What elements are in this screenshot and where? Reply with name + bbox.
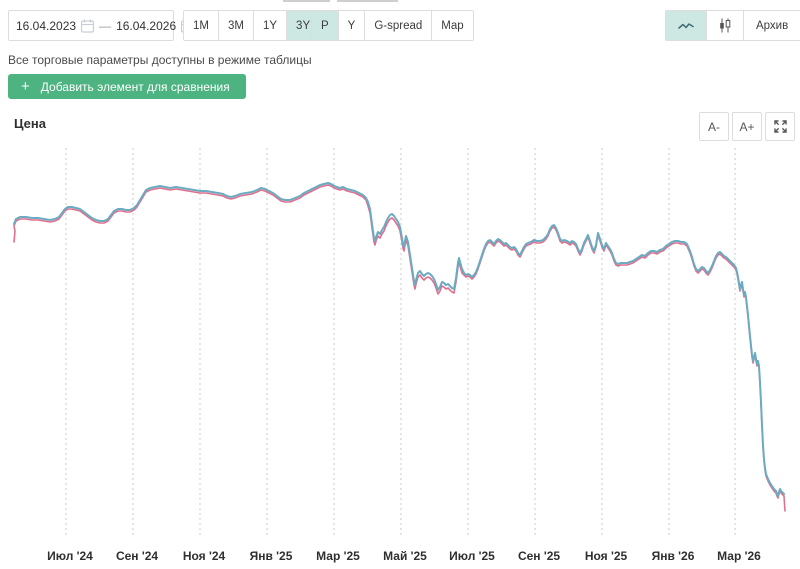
date-range-separator: — [99, 18, 112, 33]
x-axis-tick-label: Янв '25 [250, 549, 293, 563]
date-to-value[interactable]: 16.04.2026 [116, 18, 177, 33]
archive-button[interactable]: Архив [744, 11, 800, 40]
mode-button-yield[interactable]: Y [338, 11, 366, 40]
mode-button-map[interactable]: Map [432, 11, 473, 40]
cut-off-element-top-left [283, 0, 330, 2]
x-axis-tick-label: Янв '26 [652, 549, 695, 563]
calendar-icon[interactable] [81, 19, 95, 33]
x-axis-tick-label: Ноя '24 [183, 549, 226, 563]
period-button-1m[interactable]: 1M [184, 11, 219, 40]
candlestick-view-button[interactable] [707, 11, 744, 40]
x-axis-tick-label: Ноя '25 [585, 549, 628, 563]
period-button-3m[interactable]: 3M [218, 11, 254, 40]
cut-off-element-top-right [337, 0, 398, 2]
font-decrease-button[interactable]: A- [699, 112, 729, 141]
date-from-value[interactable]: 16.04.2023 [16, 18, 77, 33]
fullscreen-button[interactable] [765, 112, 795, 141]
plus-icon: + [21, 78, 30, 95]
fullscreen-icon [773, 120, 787, 133]
line-chart-icon [678, 21, 694, 31]
view-toggle-group: Архив [665, 10, 800, 41]
price-chart-canvas[interactable]: Июл '24 Сен '24 Ноя '24 Янв '25 Мар '25 Май '… [0, 143, 800, 569]
x-axis-tick-label: Июл '24 [47, 549, 93, 563]
period-button-group: 1M 3M 1Y 3Y [183, 10, 321, 41]
period-button-1y[interactable]: 1Y [253, 11, 288, 40]
price-main-line [13, 182, 785, 497]
font-increase-button[interactable]: A+ [732, 112, 762, 141]
x-axis-tick-label: Мар '25 [316, 549, 360, 563]
add-comparison-button[interactable]: + Добавить элемент для сравнения [8, 74, 246, 99]
notice-text: Все торговые параметры доступны в режиме… [8, 53, 312, 67]
candlestick-icon [719, 18, 731, 33]
add-comparison-label: Добавить элемент для сравнения [40, 79, 230, 94]
line-chart-view-button[interactable] [666, 11, 707, 40]
x-axis-tick-label: Май '25 [383, 549, 427, 563]
x-axis-tick-label: Сен '24 [116, 549, 158, 563]
chart-title: Цена [14, 116, 46, 131]
mode-button-price[interactable]: P [312, 11, 339, 40]
mode-button-gspread[interactable]: G-spread [365, 11, 433, 40]
x-axis-tick-label: Июл '25 [449, 549, 495, 563]
date-range-picker[interactable]: 16.04.2023 — 16.04.2026 [8, 10, 195, 41]
x-axis-tick-label: Сен '25 [518, 549, 560, 563]
x-axis-tick-label: Мар '26 [717, 549, 761, 563]
mode-button-group: P Y G-spread Map [311, 10, 474, 41]
